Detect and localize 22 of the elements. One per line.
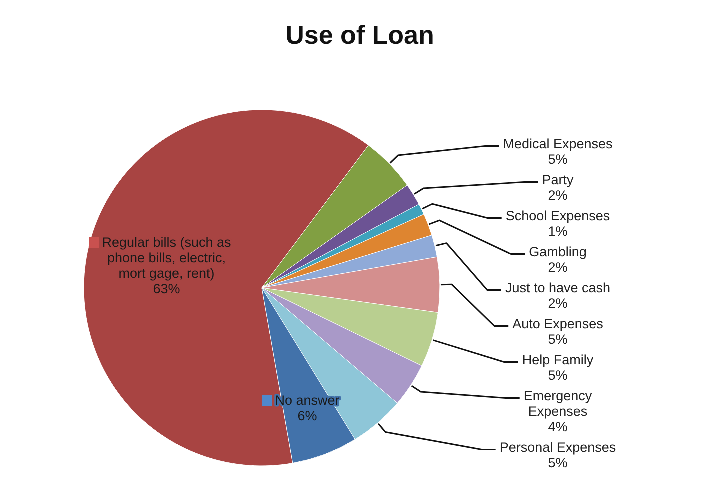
slice-label: Regular bills (such as phone bills, electric, mort gage, rent) xyxy=(102,235,232,282)
data-label: 2% xyxy=(548,260,568,275)
data-label: 5% xyxy=(548,332,568,347)
data-label: 5% xyxy=(548,456,568,470)
data-label: 5% xyxy=(548,368,568,383)
slice-label: Gambling xyxy=(529,244,587,260)
data-label: 6% xyxy=(298,408,318,424)
chart-title: Use of Loan xyxy=(286,20,434,50)
data-label: 2% xyxy=(548,296,568,311)
slice-label: Emergency Expenses xyxy=(524,388,592,419)
slice-label: Medical Expenses xyxy=(503,136,614,152)
data-label: 2% xyxy=(548,188,568,203)
data-label: 4% xyxy=(548,420,568,434)
data-label: 1% xyxy=(548,224,568,239)
slice-label: School Expenses xyxy=(506,208,610,224)
data-label: 63% xyxy=(153,282,180,297)
data-label: 5% xyxy=(548,152,568,167)
slice-label: Auto Expenses xyxy=(512,316,604,332)
slice-label: Help Family xyxy=(522,352,594,368)
slice-label: Just to have cash xyxy=(505,280,611,296)
slice-label: Personal Expenses xyxy=(500,440,616,455)
slice-label: Party xyxy=(542,172,574,188)
